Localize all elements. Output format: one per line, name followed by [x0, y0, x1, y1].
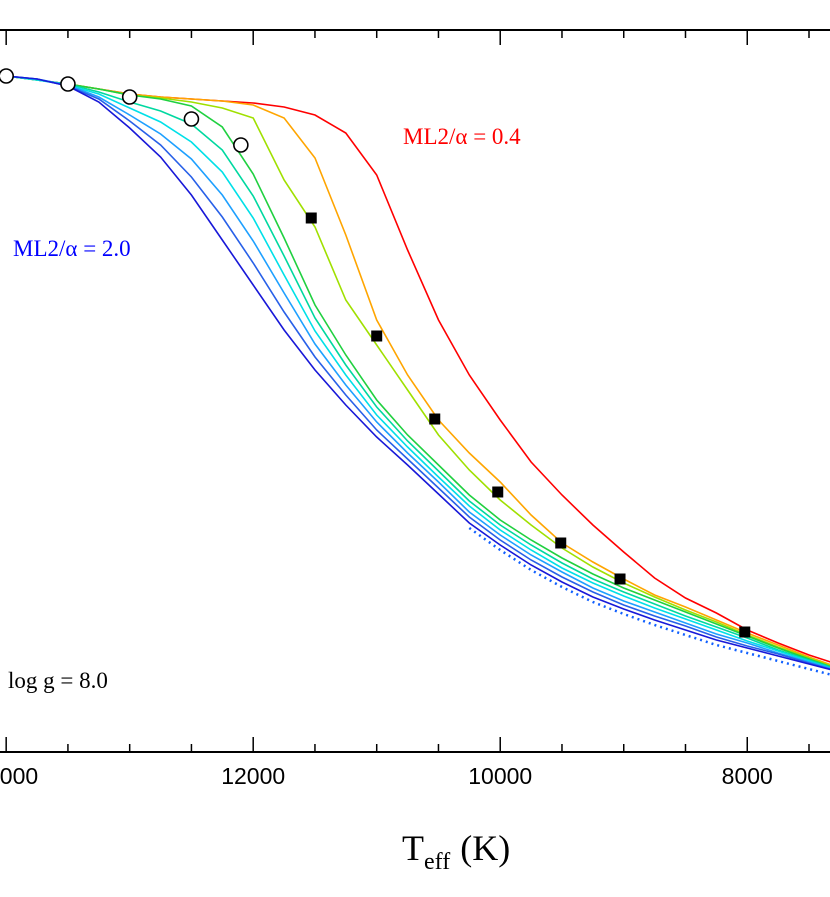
x-axis-ticks: 14000 12000 10000 8000: [0, 30, 810, 789]
annotation-logg: log g = 8.0: [8, 668, 108, 693]
series-ml2-18: [6, 75, 830, 670]
x-tick-label: 12000: [221, 763, 285, 789]
series-ml2-04: [6, 75, 830, 663]
series-ml2-16: [6, 75, 830, 669]
series-ml2-08: [6, 75, 830, 667]
series-ml2-1: [6, 75, 830, 668]
annotation-ml2-20: ML2/α = 2.0: [13, 236, 131, 261]
x-axis-label-main: T: [402, 828, 424, 868]
open-circle-point: [233, 137, 249, 153]
filled-square-point: [305, 212, 317, 224]
x-axis-label-subscript: eff: [424, 849, 450, 875]
observed-points: [0, 68, 751, 638]
open-circle-point: [121, 89, 138, 105]
filled-square-point: [492, 486, 504, 498]
x-tick-label: 14000: [0, 763, 38, 789]
open-circle-point: [183, 111, 200, 127]
filled-square-point: [429, 413, 441, 425]
x-tick-label: 10000: [468, 763, 532, 789]
open-circle-point: [0, 68, 14, 84]
open-circle-point: [60, 76, 76, 92]
series-ml2-14: [6, 75, 830, 669]
series-ml2-06: [6, 75, 830, 666]
filled-square-point: [739, 626, 751, 638]
plot-frame: [0, 29, 830, 753]
filled-square-point: [614, 573, 626, 585]
filled-square-point: [555, 537, 567, 549]
filled-square-point: [371, 330, 383, 342]
x-axis-label-unit: (K): [460, 828, 510, 868]
annotation-ml2-04: ML2/α = 0.4: [403, 124, 521, 149]
x-tick-label: 8000: [722, 763, 773, 789]
x-axis-label: Teff (K): [402, 828, 510, 875]
model-curves: [6, 75, 830, 676]
series-ml2-12: [6, 75, 830, 668]
dotted-series: [468, 526, 830, 676]
series-ml2-2: [6, 75, 830, 671]
